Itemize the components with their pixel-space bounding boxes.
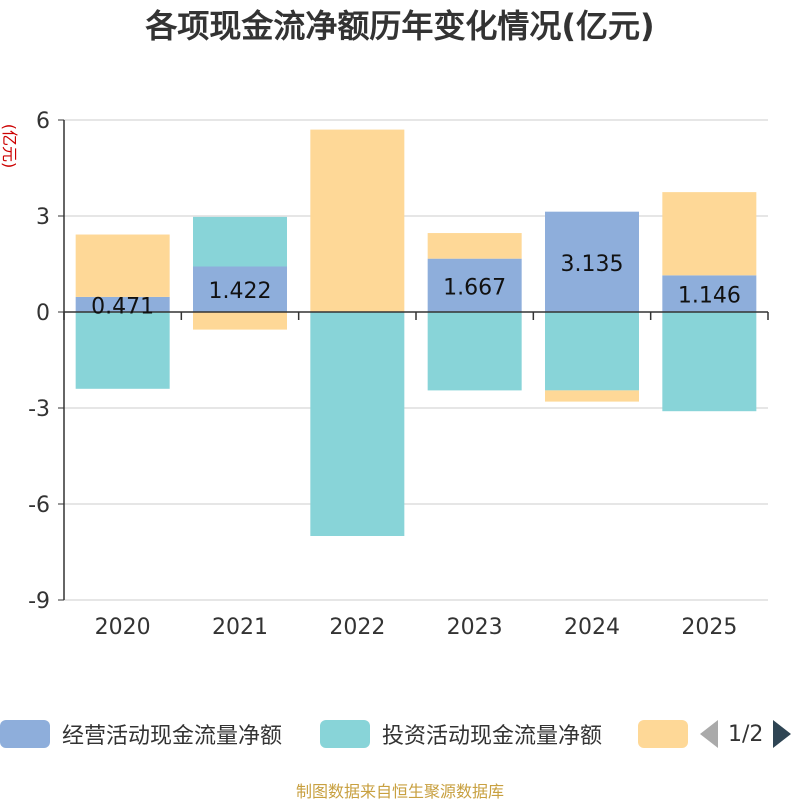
y-tick-label: 3 <box>36 205 50 230</box>
legend-page-indicator: 1/2 <box>728 721 764 747</box>
legend-label-investing: 投资活动现金流量净额 <box>382 724 603 749</box>
bar-2020-series1[interactable] <box>75 312 170 389</box>
legend-pager: 1/2 <box>700 718 792 750</box>
data-label-2024: 3.135 <box>561 252 624 277</box>
bar-2025-series1[interactable] <box>662 312 757 412</box>
bar-2025-series0[interactable] <box>662 275 757 312</box>
y-tick-label: 6 <box>36 109 50 134</box>
bar-2020-series2[interactable] <box>75 234 170 297</box>
legend-item-operating[interactable]: 经营活动现金流量净额 <box>0 718 282 750</box>
legend-swatch-financing <box>638 720 688 748</box>
data-label-2021: 1.422 <box>209 279 272 304</box>
x-tick-label: 2025 <box>681 615 737 640</box>
y-axis-title: (亿元) <box>0 124 19 169</box>
data-label-2025: 1.146 <box>678 284 741 309</box>
source-note: 制图数据来自恒生聚源数据库 <box>295 782 504 801</box>
x-tick-label: 2024 <box>564 615 620 640</box>
bar-2023-series2[interactable] <box>427 233 522 259</box>
legend-swatch-operating <box>0 720 50 748</box>
x-tick-label: 2023 <box>447 615 503 640</box>
bar-2024-series0[interactable] <box>545 211 639 312</box>
legend-item-financing[interactable] <box>638 718 688 750</box>
bar-2021-series1[interactable] <box>193 216 287 267</box>
y-tick-label: 0 <box>36 301 50 326</box>
x-tick-label: 2021 <box>212 615 268 640</box>
data-label-2023: 1.667 <box>443 275 506 300</box>
legend: 经营活动现金流量净额 投资活动现金流量净额 <box>0 716 800 752</box>
bar-2022-series2[interactable] <box>310 129 405 312</box>
chart-plot: 6 3 0 -3 -6 -9 (亿元) 2020 2021 2022 2023 2024 2025 0.… <box>0 109 769 640</box>
x-tick-label: 2020 <box>95 615 151 640</box>
chart-title: 各项现金流净额历年变化情况(亿元) <box>145 7 655 45</box>
bar-2024-series1[interactable] <box>545 312 639 391</box>
legend-label-operating: 经营活动现金流量净额 <box>62 724 283 749</box>
bar-2021-series0[interactable] <box>193 266 287 312</box>
y-tick-label: -6 <box>28 493 50 518</box>
x-tick-label: 2022 <box>329 615 385 640</box>
bar-2024-series2[interactable] <box>545 390 639 402</box>
y-tick-label: -9 <box>28 589 50 614</box>
chevron-right-icon[interactable] <box>773 720 792 748</box>
bar-2023-series0[interactable] <box>427 258 522 312</box>
legend-item-investing[interactable]: 投资活动现金流量净额 <box>320 718 602 750</box>
legend-swatch-investing <box>320 720 370 748</box>
bar-2020-series0[interactable] <box>75 296 170 312</box>
data-label-2020: 0.471 <box>91 294 154 319</box>
bar-2021-series2[interactable] <box>193 312 287 330</box>
bar-2023-series1[interactable] <box>427 312 522 391</box>
y-tick-label: -3 <box>28 397 50 422</box>
bar-2025-series2[interactable] <box>662 192 757 276</box>
chevron-left-icon[interactable] <box>700 720 718 748</box>
bar-2022-series1[interactable] <box>310 312 405 536</box>
